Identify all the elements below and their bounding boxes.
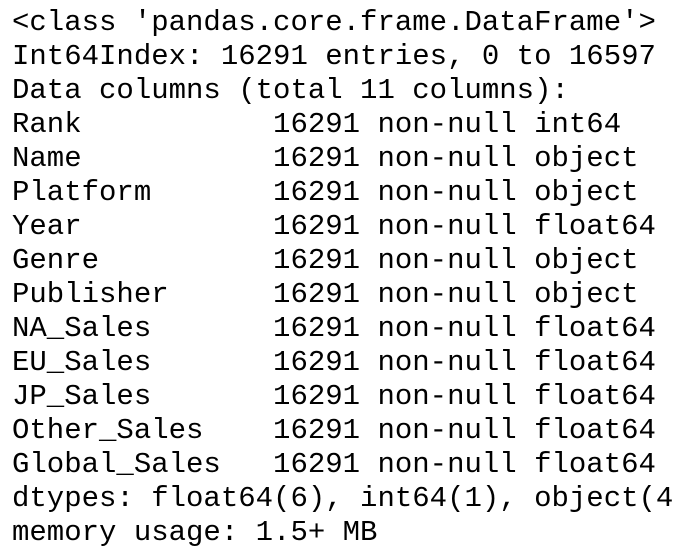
column-row-global-sales: Global_Sales 16291 non-null float64: [12, 448, 656, 481]
column-row-jp-sales: JP_Sales 16291 non-null float64: [12, 380, 656, 413]
columns-header-line: Data columns (total 11 columns):: [12, 74, 569, 107]
column-row-genre: Genre 16291 non-null object: [12, 244, 639, 277]
column-row-name: Name 16291 non-null object: [12, 142, 639, 175]
index-line: Int64Index: 16291 entries, 0 to 16597: [12, 40, 656, 73]
column-row-na-sales: NA_Sales 16291 non-null float64: [12, 312, 656, 345]
dtypes-line: dtypes: float64(6), int64(1), object(4): [12, 482, 678, 515]
column-row-platform: Platform 16291 non-null object: [12, 176, 639, 209]
class-line: <class 'pandas.core.frame.DataFrame'>: [12, 6, 656, 39]
column-row-eu-sales: EU_Sales 16291 non-null float64: [12, 346, 656, 379]
column-row-publisher: Publisher 16291 non-null object: [12, 278, 639, 311]
column-row-year: Year 16291 non-null float64: [12, 210, 656, 243]
column-row-rank: Rank 16291 non-null int64: [12, 108, 622, 141]
column-row-other-sales: Other_Sales 16291 non-null float64: [12, 414, 656, 447]
memory-usage-line: memory usage: 1.5+ MB: [12, 516, 378, 549]
